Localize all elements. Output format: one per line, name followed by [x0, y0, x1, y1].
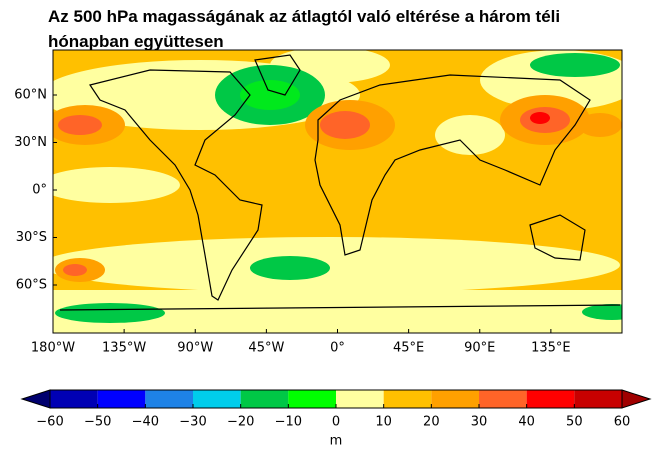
colorbar: −60 −50 −40 −30 −20 −10 0 10 20 30 40 50 60 m	[20, 389, 652, 449]
x-tick-label: 90°W	[177, 341, 213, 356]
x-tick-label: 45°E	[393, 341, 424, 356]
y-tick-label: 30°S	[16, 230, 47, 245]
colorbar-segment	[526, 390, 575, 408]
colorbar-segment	[50, 390, 98, 408]
colorbar-segment	[288, 390, 336, 408]
colorbar-tick-label: 40	[518, 415, 535, 430]
x-tick-label: 180°W	[31, 341, 75, 356]
colorbar-tick-label: −20	[227, 415, 254, 430]
colorbar-label: m	[330, 434, 343, 449]
colorbar-segment	[193, 390, 241, 408]
colorbar-segment	[574, 390, 622, 408]
colorbar-tick-label: 30	[471, 415, 488, 430]
map-axes: 180°W 135°W 90°W 45°W 0° 45°E 90°E 135°E 60°N 30°…	[14, 88, 570, 356]
colorbar-segment	[479, 390, 527, 408]
colorbar-tick-label: −30	[179, 415, 206, 430]
colorbar-under	[20, 389, 51, 409]
x-tick-label: 90°E	[464, 341, 495, 356]
colorbar-tick-label: 20	[423, 415, 440, 430]
coastlines	[59, 54, 621, 311]
colorbar-tick-label: 60	[614, 415, 631, 430]
colorbar-segment	[336, 390, 384, 408]
colorbar-tick-label: 50	[566, 415, 583, 430]
y-tick-label: 0°	[32, 183, 47, 198]
x-tick-label: 135°W	[102, 341, 146, 356]
y-tick-label: 60°S	[16, 278, 47, 293]
y-tick-label: 30°N	[14, 135, 47, 150]
y-tick-label: 60°N	[14, 88, 47, 103]
colorbar-segment	[431, 390, 479, 408]
colorbar-tick-label: 0	[332, 415, 340, 430]
colorbar-segment	[383, 390, 432, 408]
x-tick-label: 45°W	[248, 341, 284, 356]
colorbar-tick-label: −10	[275, 415, 302, 430]
colorbar-segment	[240, 390, 289, 408]
x-tick-label: 0°	[330, 341, 345, 356]
colorbar-tick-label: −50	[84, 415, 111, 430]
colorbar-tick-label: −40	[132, 415, 159, 430]
colorbar-tick-label: −60	[36, 415, 63, 430]
colorbar-over	[621, 389, 652, 409]
colorbar-tick-label: 10	[375, 415, 392, 430]
x-tick-label: 135°E	[531, 341, 571, 356]
colorbar-segment	[97, 390, 146, 408]
map-title: Az 500 hPa magasságának az átlagtól való…	[48, 7, 561, 51]
colorbar-segment	[145, 390, 193, 408]
anomaly-field	[53, 50, 622, 333]
